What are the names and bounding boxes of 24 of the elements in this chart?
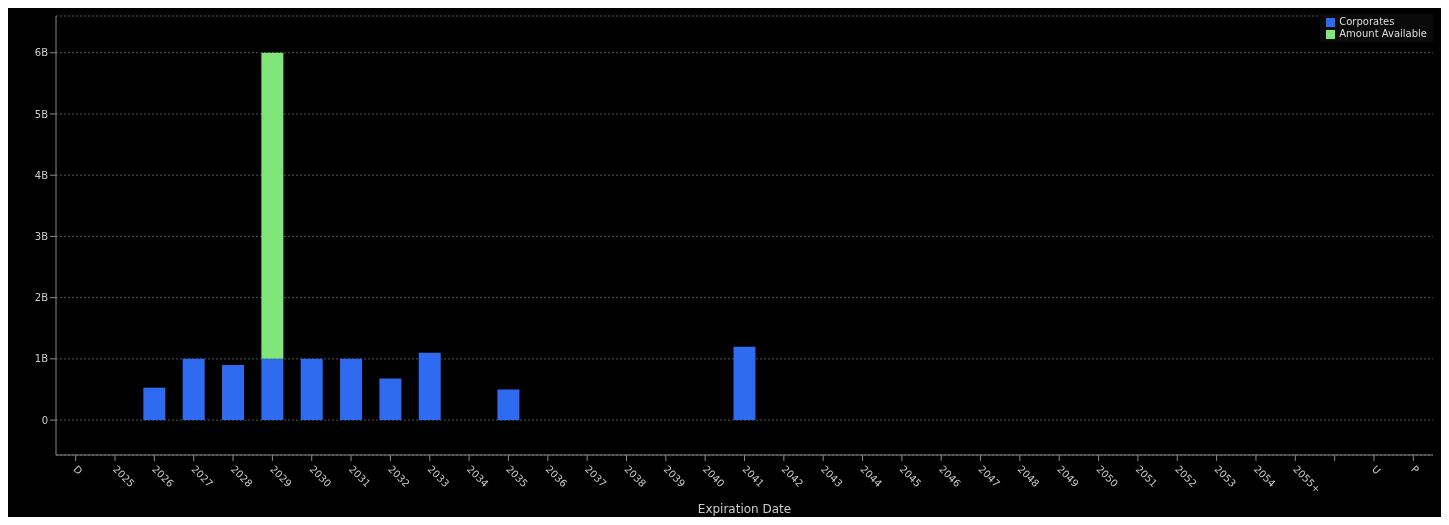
y-tick-label: 5B bbox=[34, 108, 49, 120]
y-tick-label: 3B bbox=[34, 230, 49, 242]
legend-label: Corporates bbox=[1339, 16, 1395, 28]
y-tick-label: 0 bbox=[41, 414, 48, 426]
bar bbox=[261, 52, 284, 359]
x-tick-label: U bbox=[1369, 463, 1383, 477]
bar bbox=[222, 365, 245, 421]
legend-label: Amount Available bbox=[1339, 28, 1427, 40]
bar bbox=[733, 346, 756, 421]
y-tick-label: 6B bbox=[34, 47, 49, 59]
bar bbox=[418, 352, 441, 421]
x-tick-label: D bbox=[71, 463, 85, 477]
y-tick-label: 4B bbox=[34, 169, 49, 181]
bar bbox=[143, 387, 166, 421]
x-axis-title: Expiration Date bbox=[697, 502, 792, 516]
x-tick-label: P bbox=[1409, 463, 1422, 476]
bar bbox=[379, 378, 402, 421]
y-tick-label: 1B bbox=[34, 353, 49, 365]
bar bbox=[261, 358, 284, 421]
bar bbox=[300, 358, 323, 421]
bar bbox=[340, 358, 363, 421]
y-tick-label: 2B bbox=[34, 292, 49, 304]
bar bbox=[497, 389, 520, 421]
bar bbox=[182, 358, 205, 421]
